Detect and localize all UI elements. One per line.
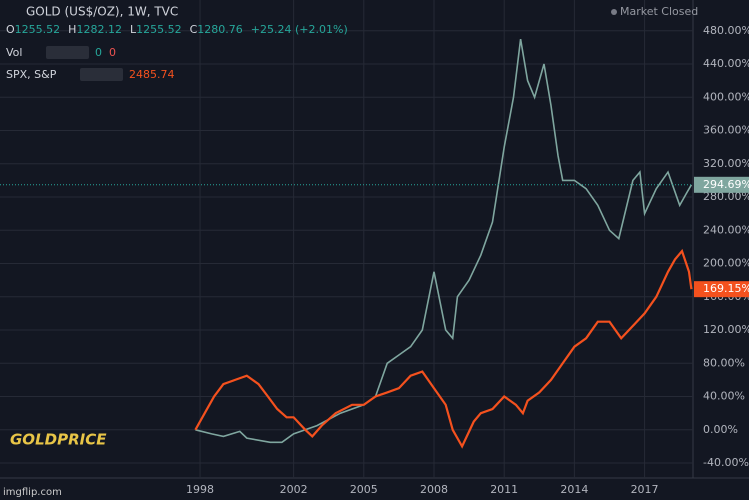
y-tick-label: 480.00%	[703, 24, 749, 37]
y-tick-label: 320.00%	[703, 157, 749, 170]
ohlc-value: 1255.52	[15, 23, 61, 36]
vol-buttons[interactable]	[46, 46, 89, 59]
ohlc: O1255.52 H1282.12 L1255.52 C1280.76 +25.24 (…	[6, 23, 348, 36]
y-tick-label: 360.00%	[703, 124, 749, 137]
y-tick-label: 280.00%	[703, 190, 749, 203]
last-value-label: 169.15%	[703, 282, 749, 295]
y-tick-label: 0.00%	[703, 423, 738, 436]
y-tick-label: 80.00%	[703, 356, 745, 369]
overlay: GOLD (US$/OZ), 1W, TVC Market Closed SPX…	[3, 5, 698, 499]
y-tick-label: 400.00%	[703, 90, 749, 103]
logo: GOLDPRICE	[10, 431, 107, 449]
vol-value: 0	[109, 46, 116, 59]
x-tick-label: 2014	[560, 483, 588, 496]
y-tick-label: -40.00%	[703, 456, 749, 469]
market-status: Market Closed	[620, 5, 698, 18]
x-tick-label: 2017	[631, 483, 659, 496]
ohlc-key: H	[68, 23, 76, 36]
symbol: GOLD (US$/OZ), 1W, TVC	[26, 5, 178, 19]
y-tick-label: 120.00%	[703, 323, 749, 336]
last-value-box	[694, 281, 749, 298]
ohlc-key: L	[130, 23, 137, 36]
vol-label: Vol	[6, 46, 22, 59]
x-tick-label: 2011	[490, 483, 518, 496]
y-tick-label: 240.00%	[703, 223, 749, 236]
x-tick-label: 2005	[350, 483, 378, 496]
status-dot	[611, 9, 617, 15]
change: +25.24 (+2.01%)	[251, 23, 348, 36]
vol-value: 0	[95, 46, 102, 59]
y-tick-label: 40.00%	[703, 390, 745, 403]
compare-label: SPX, S&P	[6, 68, 57, 81]
watermark: imgflip.com	[3, 487, 62, 498]
ohlc-key: O	[6, 23, 15, 36]
x-tick-label: 2002	[280, 483, 308, 496]
ohlc-value: 1282.12	[76, 23, 122, 36]
x-tick-label: 1998	[186, 483, 214, 496]
ohlc-value: 1255.52	[136, 23, 182, 36]
ohlc-value: 1280.76	[197, 23, 243, 36]
last-value-label: 294.69%	[703, 178, 749, 191]
series-line	[194, 248, 693, 449]
y-tick-label: 440.00%	[703, 57, 749, 70]
last-value-box	[694, 176, 749, 193]
ohlc-key: C	[190, 23, 198, 36]
compare-value: 2485.74	[129, 68, 175, 81]
series-line	[195, 38, 693, 444]
y-tick-label: 200.00%	[703, 257, 749, 270]
x-tick-label: 2008	[420, 483, 448, 496]
compare-buttons[interactable]	[80, 68, 123, 81]
